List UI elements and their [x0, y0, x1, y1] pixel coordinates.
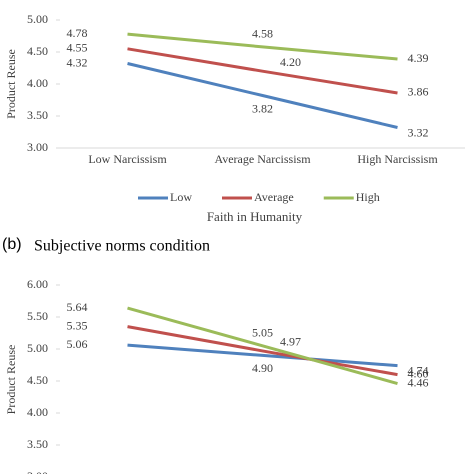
y-tick-label: 6.00 [27, 277, 48, 291]
data-label: 3.86 [408, 85, 429, 99]
y-axis-title: Product Reuse [4, 345, 18, 415]
line [127, 32, 398, 61]
y-tick-label: 5.50 [27, 309, 48, 323]
y-axis-title: Product Reuse [4, 49, 18, 119]
x-tick-label: Low Narcissism [88, 152, 167, 166]
data-label: 3.32 [408, 125, 429, 139]
data-label: 4.60 [408, 366, 429, 380]
y-tick-label: 4.00 [27, 405, 48, 419]
line [127, 325, 398, 377]
data-label: 4.97 [280, 335, 301, 349]
data-label: 4.78 [67, 26, 88, 40]
data-label: 4.32 [67, 55, 88, 69]
y-tick-label: 4.50 [27, 44, 48, 58]
line [127, 47, 398, 95]
y-tick-label: 5.00 [27, 341, 48, 355]
data-label: 4.39 [408, 51, 429, 65]
data-label: 4.90 [252, 361, 273, 375]
chart-title: Subjective norms condition [34, 238, 210, 255]
legend-label: Average [254, 190, 294, 204]
y-tick-label: 3.50 [27, 437, 48, 451]
data-label: 4.20 [280, 55, 301, 69]
line [127, 306, 398, 386]
data-label: 4.55 [67, 41, 88, 55]
legend-label: Low [170, 190, 192, 204]
line [127, 62, 398, 129]
data-label: 5.06 [67, 337, 88, 351]
data-label: 4.46 [408, 375, 429, 389]
panel-label: (b) [2, 236, 22, 253]
y-tick-label: 4.00 [27, 76, 48, 90]
legend-label: High [356, 190, 380, 204]
y-tick-label: 5.00 [27, 12, 48, 26]
data-label: 3.82 [252, 101, 273, 115]
data-label: 4.74 [408, 363, 429, 377]
data-label: 5.35 [67, 318, 88, 332]
legend-title: Faith in Humanity [207, 209, 303, 224]
y-tick-label: 3.50 [27, 108, 48, 122]
y-tick-label: 3.00 [27, 140, 48, 154]
data-label: 4.58 [252, 27, 273, 41]
data-label: 5.64 [67, 300, 88, 314]
x-tick-label: High Narcissism [357, 152, 438, 166]
x-tick-label: Average Narcissism [214, 152, 311, 166]
data-label: 5.05 [252, 326, 273, 340]
line [127, 343, 398, 368]
y-tick-label: 3.00 [27, 469, 48, 474]
y-tick-label: 4.50 [27, 373, 48, 387]
